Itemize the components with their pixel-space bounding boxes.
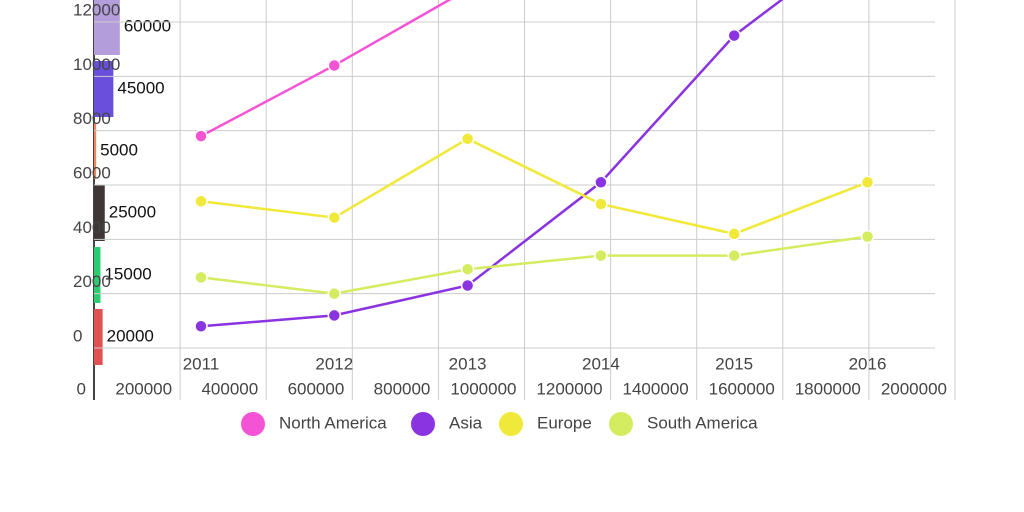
bar (94, 247, 101, 303)
legend-label: North America (279, 413, 387, 432)
x-tick-label: 2012 (315, 354, 353, 373)
x-tick-label: 600000 (288, 379, 345, 398)
bar (94, 61, 114, 117)
data-label: 15000 (104, 264, 151, 283)
x-tick-label: 0 (77, 379, 86, 398)
x-tick-label: 400000 (201, 379, 258, 398)
point (327, 286, 342, 301)
point (460, 132, 475, 146)
data-label: 25000 (109, 202, 156, 221)
x-tick-label: 2000000 (881, 379, 947, 398)
y-tick-label: 4000 (73, 218, 111, 237)
point (594, 248, 608, 263)
point (194, 194, 208, 209)
point (727, 227, 741, 241)
bar (94, 185, 105, 241)
x-tick-label: 1200000 (536, 379, 602, 398)
x-tick-label: 2014 (582, 354, 620, 373)
legend-label: Asia (449, 413, 483, 432)
point (594, 197, 608, 211)
point (194, 319, 208, 334)
x-tick-label: 2016 (849, 354, 887, 373)
point (194, 270, 208, 285)
legend-swatch (609, 412, 633, 436)
y-tick-label: 8000 (73, 109, 111, 128)
legend-label: South America (647, 413, 758, 432)
point (327, 58, 342, 73)
series-line (200, 0, 784, 328)
point (860, 229, 875, 244)
data-label: 5000 (100, 140, 138, 159)
data-label: 60000 (124, 16, 171, 35)
legend-swatch (499, 412, 523, 436)
y-tick-label: 2000 (73, 272, 111, 291)
bar (94, 123, 97, 179)
series-line (200, 235, 868, 295)
y-tick-label: 10000 (73, 55, 120, 74)
bar (94, 309, 103, 365)
x-tick-label: 1800000 (795, 379, 861, 398)
point (327, 308, 342, 323)
point (460, 278, 475, 293)
x-tick-label: 1600000 (709, 379, 775, 398)
x-tick-label: 800000 (374, 379, 431, 398)
x-tick-label: 1400000 (623, 379, 689, 398)
bar (94, 0, 120, 55)
legend-label: Europe (537, 413, 592, 432)
series-line (200, 137, 868, 236)
x-tick-label: 2015 (715, 354, 753, 373)
point (860, 175, 875, 190)
x-tick-label: 1000000 (450, 379, 516, 398)
data-label: 45000 (117, 78, 164, 97)
point (194, 129, 208, 143)
x-tick-label: 200000 (115, 379, 172, 398)
y-tick-label: 0 (73, 326, 82, 345)
x-tick-label: 2011 (183, 354, 220, 373)
legend-swatch (411, 412, 435, 436)
point (727, 28, 741, 43)
point (727, 248, 741, 263)
data-label: 20000 (107, 326, 154, 345)
y-tick-label: 12000 (73, 0, 120, 19)
y-tick-label: 6000 (73, 163, 111, 182)
x-tick-label: 2013 (449, 354, 487, 373)
point (460, 262, 475, 276)
point (327, 210, 342, 225)
legend-swatch (241, 412, 265, 436)
point (594, 175, 608, 190)
